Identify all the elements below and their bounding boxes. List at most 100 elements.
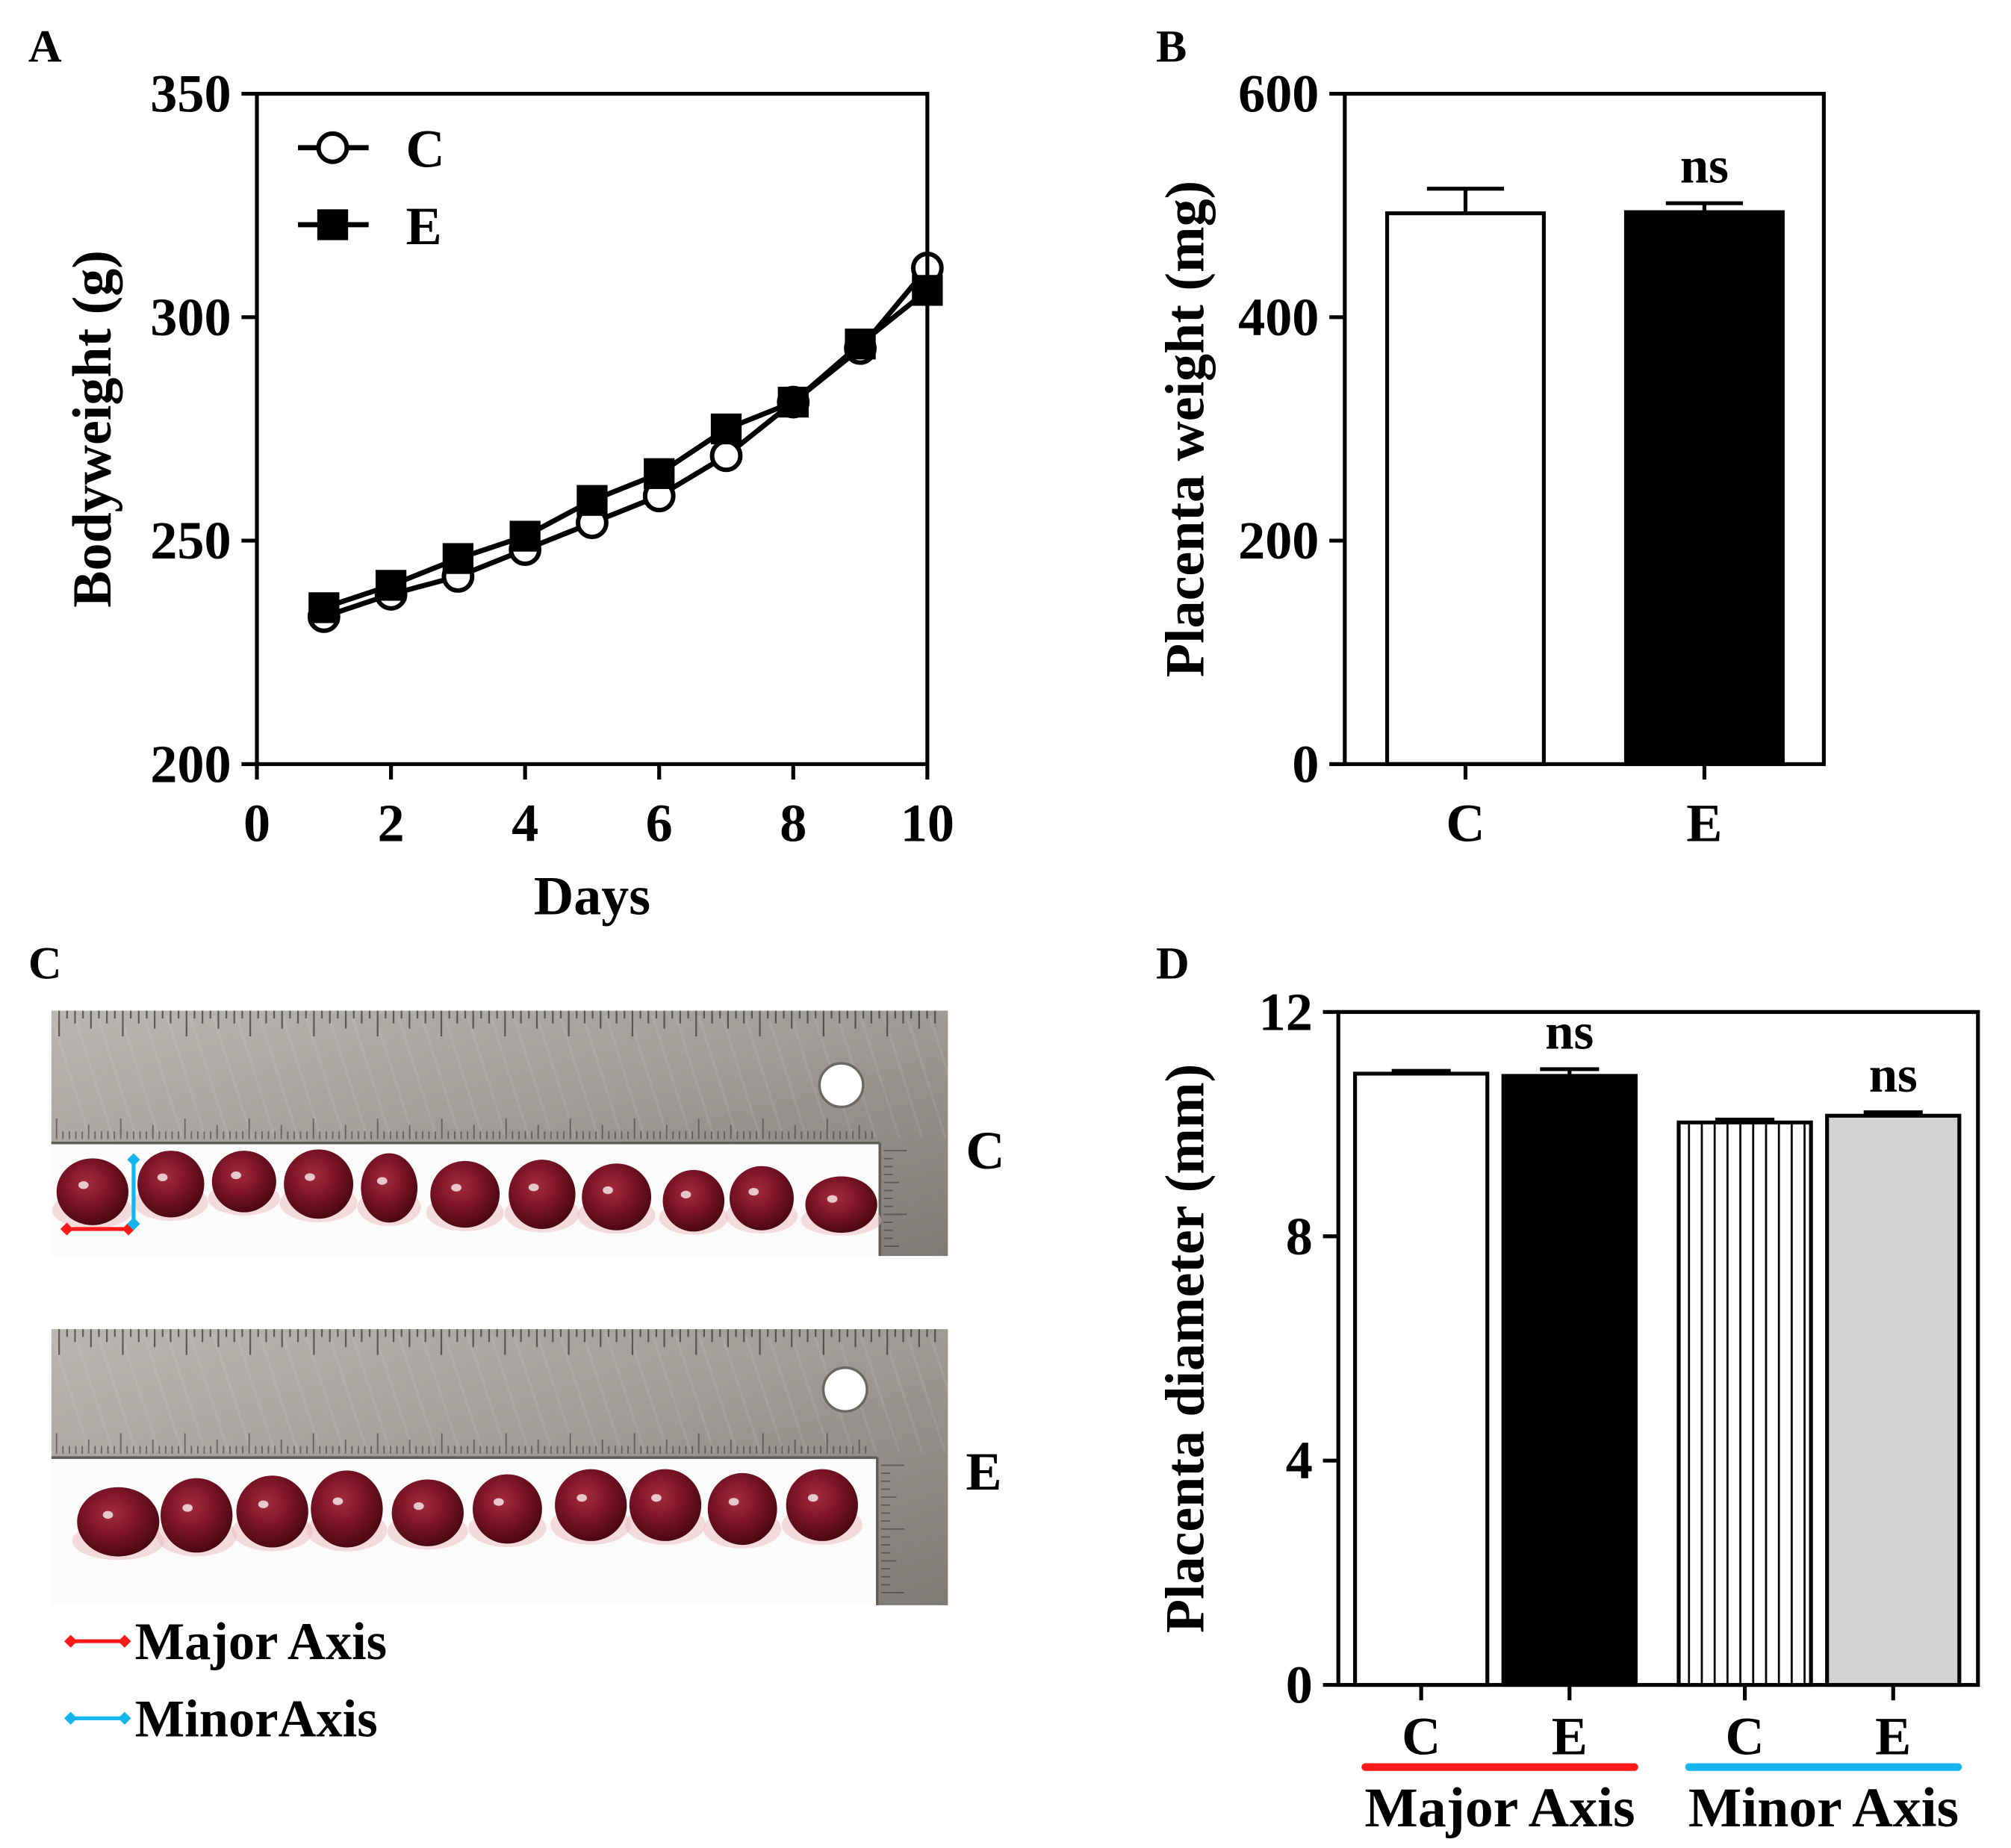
- panel-label: A: [28, 22, 62, 72]
- ruler-texture: [697, 1334, 739, 1453]
- placenta: [729, 1166, 794, 1231]
- arrow-head: [127, 1153, 140, 1166]
- ruler-texture: [512, 1334, 554, 1453]
- ruler-texture: [743, 1015, 785, 1139]
- placenta: [211, 1151, 276, 1213]
- x-tick-label: C: [1402, 1706, 1440, 1766]
- panel-label: C: [28, 939, 62, 989]
- ruler-texture: [859, 1334, 901, 1453]
- placenta-glint: [182, 1504, 193, 1512]
- ruler-texture: [397, 1015, 438, 1139]
- panel-a-bodyweight-chart: 200 250 300 350 Bodyweight (g) A 0 2 4 6 8 10 Days CE: [28, 22, 954, 927]
- y-tick-label: 4: [1286, 1431, 1313, 1490]
- ruler-texture: [304, 1334, 346, 1453]
- y-tick-label: 600: [1238, 64, 1319, 124]
- placenta-glint: [651, 1493, 662, 1502]
- ruler-texture: [559, 1015, 600, 1139]
- plot-frame: [1336, 1009, 1980, 1687]
- bar-e: [1623, 210, 1785, 766]
- x-tick-label: C: [1446, 794, 1485, 853]
- placenta-glint: [528, 1183, 539, 1192]
- placenta-glint: [576, 1493, 588, 1502]
- data-point-e: [644, 458, 675, 489]
- ruler-texture: [281, 1015, 323, 1139]
- data-point-e: [308, 592, 340, 623]
- y-tick-label: 0: [1292, 734, 1319, 794]
- plot-frame: [255, 91, 930, 766]
- ruler-texture: [234, 1015, 276, 1139]
- placenta: [56, 1158, 129, 1225]
- bar-c: [1385, 211, 1546, 766]
- legend-label-e: E: [406, 196, 442, 256]
- row-label-control: C: [966, 1121, 1004, 1180]
- ruler-texture: [559, 1334, 600, 1453]
- row-label-experimental: E: [966, 1442, 1001, 1502]
- placenta: [707, 1472, 777, 1546]
- y-tick-label: 0: [1286, 1655, 1313, 1715]
- placenta-glint: [332, 1497, 344, 1505]
- y-tick-label: 350: [150, 64, 231, 124]
- ruler-texture: [258, 1334, 299, 1453]
- placenta: [284, 1149, 354, 1219]
- ruler: [51, 1329, 948, 1605]
- ruler-texture: [882, 1334, 924, 1453]
- placenta-glint: [157, 1173, 168, 1182]
- placenta-glint: [748, 1187, 759, 1196]
- placenta-glint: [603, 1186, 613, 1195]
- ruler-texture: [443, 1334, 485, 1453]
- ruler-texture: [766, 1334, 808, 1453]
- ruler-texture: [397, 1334, 438, 1453]
- plot-frame: [1343, 91, 1826, 766]
- placenta-glint: [413, 1502, 424, 1511]
- x-axis-title: Days: [534, 865, 650, 927]
- ruler-texture: [674, 1015, 715, 1139]
- placenta: [805, 1176, 877, 1233]
- data-point-e: [845, 329, 876, 360]
- placenta: [137, 1151, 205, 1218]
- x-tick-label: 2: [378, 794, 405, 853]
- data-point-e: [375, 570, 407, 601]
- placenta: [662, 1169, 725, 1232]
- placenta: [629, 1469, 702, 1541]
- ruler-texture: [143, 1015, 184, 1139]
- placenta-glint: [102, 1511, 114, 1519]
- ruler-texture: [697, 1015, 739, 1139]
- y-axis-title: Placenta diameter (mm): [1154, 1064, 1216, 1633]
- ruler-texture: [651, 1015, 693, 1139]
- placenta: [236, 1475, 308, 1548]
- significance-label: ns: [1680, 137, 1729, 194]
- ruler-texture: [628, 1015, 670, 1139]
- ruler-texture: [443, 1015, 485, 1139]
- ruler-texture: [350, 1015, 392, 1139]
- bar-major-axis-c: [1353, 1071, 1490, 1687]
- ruler-texture: [143, 1334, 184, 1453]
- group-label-minor-axis: Minor Axis: [1688, 1777, 1959, 1839]
- arrow-head: [64, 1634, 78, 1648]
- bar-minor-axis-e: [1825, 1113, 1962, 1687]
- ruler-texture: [466, 1334, 508, 1453]
- bar-major-axis-e: [1501, 1074, 1638, 1687]
- ruler-texture: [535, 1334, 577, 1453]
- ruler-texture: [628, 1334, 670, 1453]
- major-axis-measure-icon: [60, 1222, 135, 1236]
- ruler-texture: [258, 1015, 299, 1139]
- ruler-texture: [905, 1334, 947, 1453]
- placenta-glint: [728, 1498, 739, 1506]
- ruler-texture: [951, 1015, 993, 1139]
- x-tick-label: C: [1726, 1706, 1765, 1766]
- ruler-texture: [605, 1015, 647, 1139]
- ruler-texture: [951, 1334, 993, 1453]
- ruler-texture: [327, 1015, 369, 1139]
- axis-key: Major Axis MinorAxis: [64, 1613, 387, 1748]
- ruler-texture: [721, 1334, 762, 1453]
- x-tick-label: 4: [512, 794, 538, 853]
- ruler-texture: [582, 1015, 624, 1139]
- ruler-texture: [119, 1334, 161, 1453]
- placenta: [509, 1160, 576, 1229]
- x-tick-label: 10: [901, 794, 954, 853]
- ruler-texture: [165, 1334, 207, 1453]
- ruler-texture: [211, 1015, 253, 1139]
- panel-c-placenta-photos: C C E Major Axis MinorAxis: [28, 939, 1005, 1749]
